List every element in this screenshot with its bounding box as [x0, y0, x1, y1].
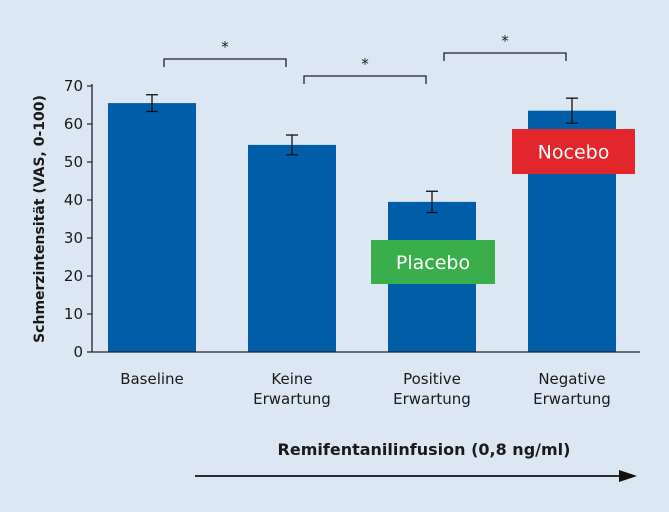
y-tick-label: 50	[64, 153, 83, 171]
y-tick-label: 20	[64, 267, 83, 285]
y-tick-label: 60	[64, 115, 83, 133]
significance-bracket	[303, 75, 427, 84]
annotation-badge	[512, 129, 635, 174]
significance-brackets: * * *	[163, 32, 567, 84]
x-arrow-head	[619, 470, 637, 482]
x-category-label: Positive Erwartung	[393, 370, 471, 408]
axes	[91, 84, 640, 353]
significance-bracket	[163, 58, 287, 67]
annotation-badge-label: Nocebo	[538, 142, 610, 164]
annotation-badges: Placebo Nocebo	[371, 129, 635, 284]
annotation-badge-label: Placebo	[396, 252, 470, 274]
y-tick-label: 70	[64, 77, 83, 95]
y-tick-label: 40	[64, 191, 83, 209]
x-category-label: Negative Erwartung	[533, 370, 611, 408]
x-axis-label: Remifentanilinfusion (0,8 ng/ml)	[278, 440, 571, 459]
significance-star: *	[361, 55, 369, 73]
y-tick-label: 0	[73, 343, 83, 361]
y-ticks: 0 10 20 30 40 50 60 70	[64, 77, 92, 361]
y-tick-label: 30	[64, 229, 83, 247]
significance-star: *	[501, 32, 509, 50]
bar	[108, 103, 196, 352]
y-tick-label: 10	[64, 305, 83, 323]
x-category-labels: Baseline Keine Erwartung Positive Erwartung N…	[120, 370, 611, 408]
significance-bracket	[443, 52, 567, 61]
significance-star: *	[221, 38, 229, 56]
annotation-badge	[371, 240, 495, 284]
bar	[248, 144, 336, 352]
x-category-label: Baseline	[120, 370, 184, 388]
y-axis-label: Schmerzintensität (VAS, 0-100)	[32, 95, 48, 343]
x-category-label: Keine Erwartung	[253, 370, 331, 408]
